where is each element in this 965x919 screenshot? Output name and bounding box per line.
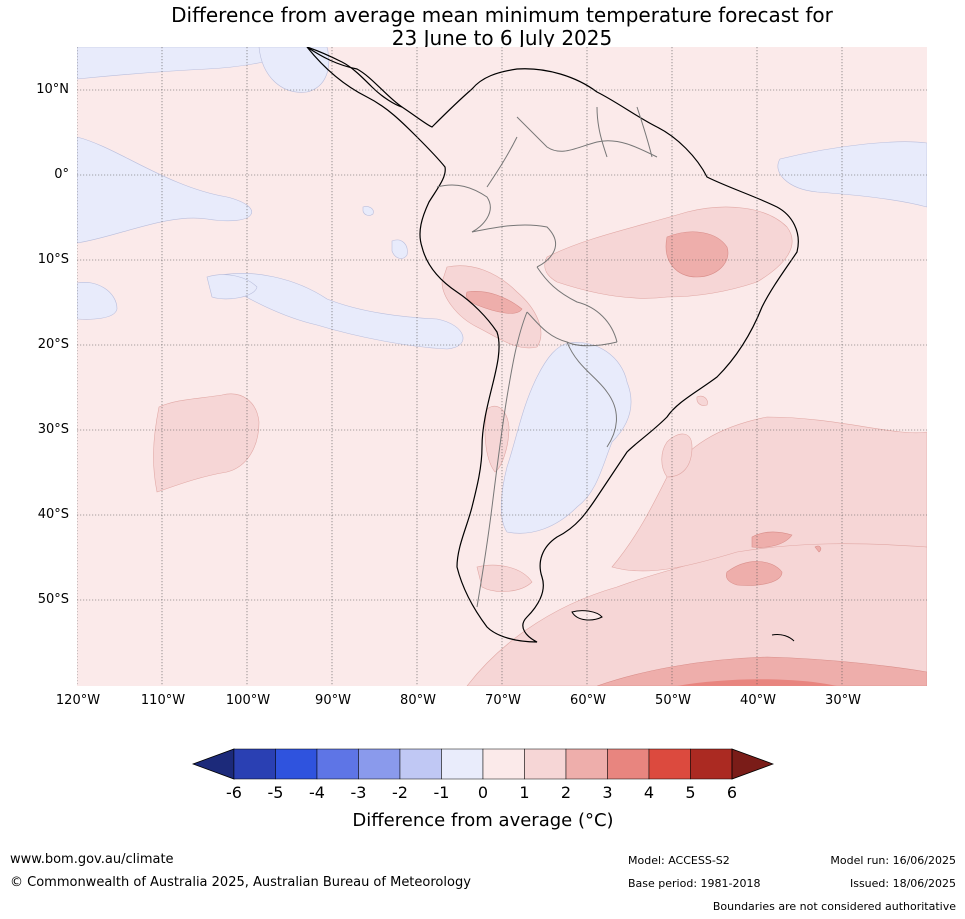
region-atlantic-patch-1 bbox=[751, 531, 793, 548]
region-small-cool-2 bbox=[362, 206, 374, 216]
footer-boundaries-note: Boundaries are not considered authoritat… bbox=[712, 900, 956, 913]
lon-label-30w: 30°W bbox=[825, 693, 861, 708]
colorbar-tick-3: 3 bbox=[602, 783, 613, 802]
footer-model: Model: ACCESS-S2 bbox=[628, 854, 730, 867]
region-small-cool bbox=[391, 239, 408, 259]
chart-title: Difference from average mean minimum tem… bbox=[77, 4, 927, 50]
region-pacific-cool-3 bbox=[211, 273, 464, 350]
colorbar-tick-minus4: -4 bbox=[309, 783, 325, 802]
lat-label-40s: 40°S bbox=[37, 507, 69, 522]
region-atlantic-patch-3 bbox=[814, 545, 822, 553]
region-southern-ocean-core bbox=[596, 656, 927, 686]
colorbar-cell bbox=[358, 748, 401, 780]
region-pacific-cool-4 bbox=[206, 274, 258, 300]
lat-label-30s: 30°S bbox=[37, 422, 69, 437]
region-northeast-pacific-cool bbox=[258, 47, 330, 93]
colorbar-extend-low bbox=[192, 748, 235, 780]
region-east-pacific-cool bbox=[77, 136, 252, 244]
region-atlantic-patch bbox=[661, 433, 693, 478]
region-atlantic-patch-2 bbox=[726, 561, 783, 586]
colorbar-cell bbox=[399, 748, 442, 780]
lat-label-50s: 50°S bbox=[37, 592, 69, 607]
colorbar-tick-minus2: -2 bbox=[392, 783, 408, 802]
lat-label-10s: 10°S bbox=[37, 252, 69, 267]
colorbar-tick-0: 0 bbox=[477, 783, 489, 802]
colorbar bbox=[192, 748, 774, 780]
region-southern-peru bbox=[466, 291, 523, 314]
region-patagonia bbox=[476, 564, 533, 592]
lon-label-120w: 120°W bbox=[55, 693, 101, 708]
colorbar-label: Difference from average (°C) bbox=[352, 810, 614, 831]
colorbar-tick-minus3: -3 bbox=[350, 783, 367, 802]
graticule bbox=[77, 47, 927, 686]
title-line-1: Difference from average mean minimum tem… bbox=[171, 3, 833, 27]
colorbar-cell bbox=[565, 748, 608, 780]
lon-label-50w: 50°W bbox=[655, 693, 691, 708]
colorbar-cell bbox=[441, 748, 484, 780]
colorbar-tick-5: 5 bbox=[685, 783, 696, 802]
lat-label-10n: 10°N bbox=[36, 82, 69, 97]
footer-base-period: Base period: 1981-2018 bbox=[628, 877, 761, 890]
lon-label-80w: 80°W bbox=[400, 693, 436, 708]
colorbar-tick-minus1: -1 bbox=[433, 783, 450, 802]
coastline-falklands bbox=[571, 610, 603, 621]
lon-label-100w: 100°W bbox=[225, 693, 271, 708]
coastline-south-america bbox=[306, 47, 799, 643]
lon-label-60w: 60°W bbox=[570, 693, 606, 708]
colorbar-tick-2: 2 bbox=[560, 783, 572, 802]
footer-copyright: © Commonwealth of Australia 2025, Austra… bbox=[10, 875, 471, 890]
anomaly-map bbox=[77, 47, 927, 686]
region-pacific-cool-2 bbox=[77, 281, 118, 320]
colorbar-tick-6: 6 bbox=[726, 783, 738, 802]
colorbar-cell bbox=[233, 748, 276, 780]
colorbar-cell bbox=[690, 748, 733, 780]
colorbar-tick-minus5: -5 bbox=[267, 783, 284, 802]
colorbar-cell bbox=[482, 748, 525, 780]
coastline-south-georgia bbox=[771, 634, 795, 642]
lat-label-20s: 20°S bbox=[37, 337, 69, 352]
region-eastern-brazil-core bbox=[665, 231, 729, 278]
lon-label-90w: 90°W bbox=[315, 693, 351, 708]
colorbar-cell bbox=[524, 748, 567, 780]
colorbar-extend-high bbox=[731, 748, 774, 780]
lon-label-110w: 110°W bbox=[140, 693, 186, 708]
colorbar-tick-4: 4 bbox=[643, 783, 655, 802]
colorbar-tick-1: 1 bbox=[519, 783, 530, 802]
region-atlantic-small bbox=[696, 395, 708, 406]
lon-label-40w: 40°W bbox=[740, 693, 776, 708]
region-argentina-cool bbox=[500, 342, 632, 534]
lon-label-70w: 70°W bbox=[485, 693, 521, 708]
colorbar-tick-minus6: -6 bbox=[226, 783, 242, 802]
region-south-pacific-warm bbox=[153, 393, 260, 493]
region-southern-ocean-peak bbox=[677, 679, 837, 686]
colorbar-cell bbox=[275, 748, 318, 780]
coastline-central-america bbox=[306, 47, 403, 108]
colorbar-cell bbox=[316, 748, 359, 780]
colorbar-cell bbox=[648, 748, 691, 780]
footer-url[interactable]: www.bom.gov.au/climate bbox=[10, 852, 174, 867]
colorbar-cell bbox=[607, 748, 650, 780]
lat-label-0: 0° bbox=[54, 167, 69, 182]
footer-model-run: Model run: 16/06/2025 bbox=[830, 854, 956, 867]
title-line-2: 23 June to 6 July 2025 bbox=[391, 26, 613, 50]
region-atlantic-cool bbox=[777, 141, 927, 208]
footer-issued: Issued: 18/06/2025 bbox=[849, 877, 956, 890]
